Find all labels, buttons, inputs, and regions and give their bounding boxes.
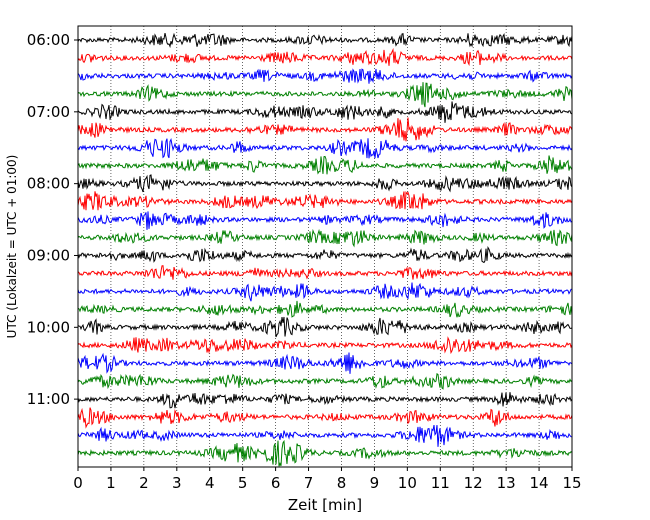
y-axis-ticks: 06:00 07:00 08:00 09:00 10:00 11:00 bbox=[27, 31, 78, 408]
y-tick-label: 10:00 bbox=[27, 318, 70, 336]
x-tick-label: 7 bbox=[304, 474, 314, 492]
x-tick-label: 5 bbox=[238, 474, 248, 492]
x-tick-label: 14 bbox=[530, 474, 549, 492]
trace-0615 bbox=[77, 47, 573, 67]
trace-0645 bbox=[77, 82, 573, 108]
x-tick-label: 8 bbox=[337, 474, 347, 492]
x-tick-label: 6 bbox=[271, 474, 281, 492]
trace-1100 bbox=[77, 392, 573, 409]
seismic-traces bbox=[77, 32, 573, 467]
x-axis-ticks: 0 1 2 3 4 5 6 7 8 9 10 11 12 13 14 15 bbox=[73, 467, 582, 492]
y-tick-label: 11:00 bbox=[27, 390, 70, 408]
x-tick-label: 3 bbox=[172, 474, 182, 492]
y-axis-label: UTC (Lokalzeit = UTC + 01:00) bbox=[5, 155, 19, 339]
trace-0730 bbox=[77, 137, 573, 159]
trace-0715 bbox=[77, 117, 573, 142]
trace-1000 bbox=[77, 316, 573, 338]
plot-frame bbox=[77, 25, 573, 468]
y-tick-label: 08:00 bbox=[27, 175, 70, 193]
trace-0900 bbox=[77, 246, 573, 264]
trace-0630 bbox=[77, 68, 573, 84]
x-tick-label: 12 bbox=[464, 474, 483, 492]
x-tick-label: 10 bbox=[398, 474, 417, 492]
trace-1130 bbox=[77, 425, 573, 447]
trace-0815 bbox=[77, 191, 573, 211]
trace-0915 bbox=[77, 265, 573, 280]
x-tick-label: 1 bbox=[106, 474, 116, 492]
trace-0845 bbox=[77, 228, 573, 248]
y-tick-label: 07:00 bbox=[27, 103, 70, 121]
trace-1045 bbox=[77, 372, 573, 390]
x-tick-label: 0 bbox=[73, 474, 83, 492]
trace-0945 bbox=[77, 300, 573, 318]
x-tick-label: 13 bbox=[497, 474, 516, 492]
trace-1115 bbox=[77, 407, 573, 429]
x-tick-label: 9 bbox=[370, 474, 380, 492]
x-tick-label: 2 bbox=[139, 474, 149, 492]
x-axis-label: Zeit [min] bbox=[288, 496, 362, 514]
x-tick-label: 15 bbox=[562, 474, 581, 492]
trace-0745 bbox=[77, 155, 573, 175]
trace-1145 bbox=[77, 439, 573, 467]
trace-0930 bbox=[77, 282, 573, 302]
trace-0600 bbox=[77, 32, 573, 49]
x-tick-label: 4 bbox=[205, 474, 215, 492]
trace-0700 bbox=[77, 101, 573, 123]
trace-1030 bbox=[77, 352, 573, 374]
y-tick-label: 06:00 bbox=[27, 31, 70, 49]
trace-0830 bbox=[77, 211, 573, 230]
x-tick-label: 11 bbox=[431, 474, 450, 492]
trace-0800 bbox=[77, 174, 573, 193]
y-tick-label: 09:00 bbox=[27, 246, 70, 264]
trace-1015 bbox=[77, 336, 573, 355]
